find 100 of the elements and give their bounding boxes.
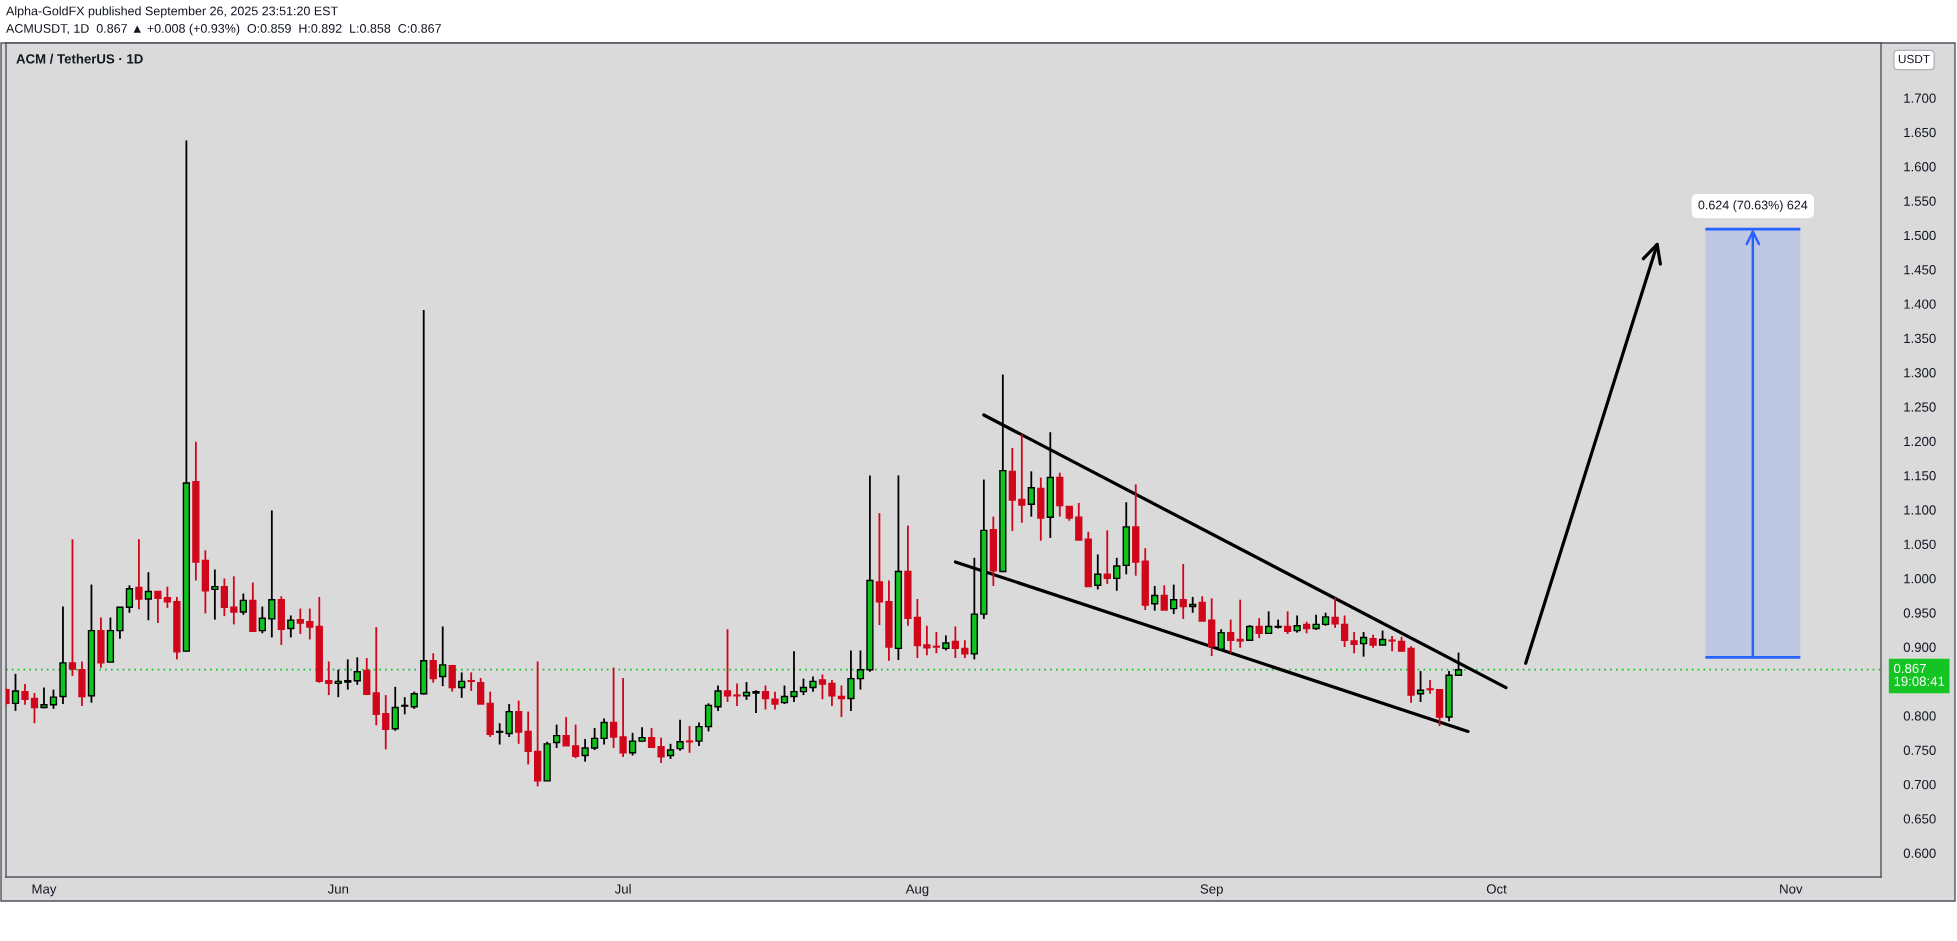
candlestick xyxy=(752,689,760,714)
candlestick xyxy=(790,650,798,703)
y-tick-label: 1.550 xyxy=(1904,196,1936,206)
candlestick xyxy=(1236,598,1244,649)
candlestick xyxy=(828,679,836,707)
candlestick xyxy=(619,677,627,758)
candlestick xyxy=(628,731,637,757)
candlestick xyxy=(714,684,722,712)
candlestick xyxy=(1179,563,1187,620)
candlestick xyxy=(818,673,827,701)
candlestick xyxy=(401,696,409,716)
candlestick xyxy=(477,677,485,705)
candlestick xyxy=(524,710,532,766)
candlestick xyxy=(1284,610,1292,635)
x-tick-label: Oct xyxy=(1486,884,1507,894)
candlestick xyxy=(306,607,314,641)
candlestick xyxy=(590,727,599,751)
candlestick xyxy=(1255,617,1263,640)
candlestick xyxy=(1160,584,1168,611)
candlestick xyxy=(1340,614,1349,648)
candlestick xyxy=(1217,628,1225,651)
candlestick xyxy=(239,592,247,616)
candlestick xyxy=(467,671,475,692)
y-tick-label: 0.700 xyxy=(1903,779,1936,790)
chart-subtitle: ACMUSDT, 1D 0.867 ▲ +0.008 (+0.93%) O:0.859 H:0.892 L:0.858 C:0.867 xyxy=(6,23,441,36)
y-tick-label: 0.650 xyxy=(1903,814,1936,824)
candlestick xyxy=(609,666,618,749)
y-tick-label: 1.500 xyxy=(1904,230,1936,241)
x-tick-label: Nov xyxy=(1780,884,1803,894)
candlestick xyxy=(733,682,741,707)
candlestick xyxy=(391,685,399,732)
candlestick xyxy=(685,725,694,754)
candlestick xyxy=(268,509,276,639)
candlestick xyxy=(704,702,713,733)
candlestick xyxy=(144,571,153,622)
candlestick xyxy=(1359,631,1368,658)
candlestick xyxy=(657,736,665,764)
y-tick-label: 1.300 xyxy=(1904,368,1936,378)
candlestick xyxy=(761,684,770,711)
candlestick xyxy=(1113,556,1121,592)
candlestick xyxy=(230,575,238,626)
candlestick xyxy=(676,718,684,752)
y-tick-label: 1.000 xyxy=(1904,573,1936,584)
candlestick xyxy=(21,683,29,706)
y-tick-label: 1.600 xyxy=(1904,162,1936,172)
y-tick-label: 0.950 xyxy=(1903,608,1936,618)
candlestick xyxy=(163,585,172,609)
candlestick xyxy=(125,584,134,614)
y-tick-label: 1.350 xyxy=(1904,333,1936,344)
candlestick xyxy=(30,692,39,725)
candlestick xyxy=(382,694,390,751)
y-tick-label: 0.800 xyxy=(1903,711,1936,721)
candlestick xyxy=(1265,610,1273,635)
candlestick xyxy=(287,614,295,639)
y-tick-label: 1.150 xyxy=(1904,471,1936,481)
candlestick xyxy=(258,605,266,635)
y-tick-label: 1.650 xyxy=(1904,127,1936,138)
x-tick-label: Aug xyxy=(905,884,929,897)
candlestick xyxy=(1018,433,1026,524)
candlestick xyxy=(1189,596,1197,614)
candlestick xyxy=(1094,553,1102,591)
y-tick-label: 1.250 xyxy=(1904,402,1936,412)
candlestick xyxy=(1103,529,1111,585)
x-tick-label: Jul xyxy=(614,883,631,894)
y-axis-title: USDT xyxy=(1898,54,1930,64)
candlestick xyxy=(220,577,228,618)
candlestick xyxy=(1331,596,1339,629)
candlestick xyxy=(1027,470,1035,518)
candlestick xyxy=(325,660,333,697)
candlestick xyxy=(116,606,124,640)
candlestick xyxy=(951,625,960,659)
text: ACM / TetherUS · 1D xyxy=(16,53,143,64)
candlestick xyxy=(353,656,361,686)
candlestick xyxy=(448,663,456,693)
text: Alpha-GoldFX published September 26, 2025 23:51:20 EST xyxy=(6,6,338,18)
y-tick-label: 1.450 xyxy=(1904,265,1936,275)
y-tick-label: 1.200 xyxy=(1904,436,1936,447)
candlestick xyxy=(296,607,304,635)
y-tick-label: 0.900 xyxy=(1903,642,1936,652)
candlestick xyxy=(211,568,219,621)
y-tick-label: 1.050 xyxy=(1904,539,1936,549)
candlestick xyxy=(923,624,931,657)
candlestick xyxy=(562,716,570,747)
candlestick xyxy=(932,631,941,655)
x-tick-label: Sep xyxy=(1200,884,1223,897)
annotation: 0.624 (70.63%) 624 xyxy=(1698,200,1808,212)
candlestick xyxy=(429,652,437,684)
candlestick xyxy=(154,590,162,624)
candlestick xyxy=(11,672,20,712)
candlestick xyxy=(1075,501,1083,541)
candlestick xyxy=(1170,583,1178,616)
candlestick xyxy=(695,721,703,747)
candlestick xyxy=(723,628,732,703)
candlestick xyxy=(515,699,523,745)
x-tick-label: Jun xyxy=(327,884,349,894)
candlestick xyxy=(1151,585,1159,612)
candlestick xyxy=(581,738,589,763)
candlestick xyxy=(135,538,143,611)
y-tick-label: 1.700 xyxy=(1904,93,1936,103)
candlestick xyxy=(552,723,561,749)
